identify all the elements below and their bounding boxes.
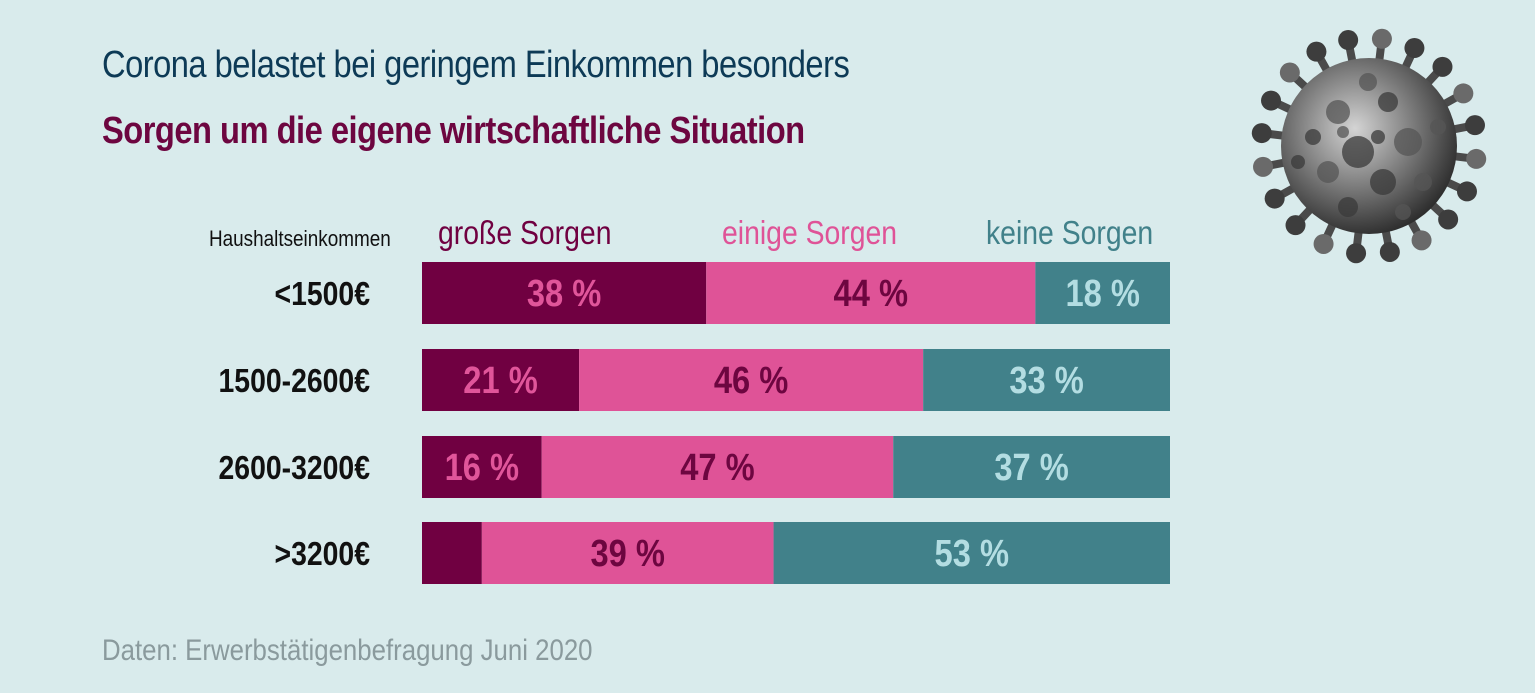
bar-segment [422,522,482,584]
category-label: >3200€ [275,535,370,573]
bar-segment [773,522,1170,584]
data-label: 18 % [1065,272,1139,315]
legend-item-3: keine Sorgen [986,214,1153,252]
data-label: 16 % [445,446,519,489]
bar-segment [422,262,707,324]
bar-segment [422,349,580,411]
chart-subtitle: Sorgen um die eigene wirtschaftliche Sit… [102,110,805,152]
data-label: 46 % [714,359,788,402]
data-label: 21 % [463,359,537,402]
bar-segment [541,436,894,498]
data-label: 44 % [834,272,908,315]
category-label: 1500-2600€ [219,362,370,400]
bar-segment [706,262,1036,324]
coronavirus-icon [1251,28,1487,264]
bar-segment [579,349,924,411]
data-source-note: Daten: Erwerbstätigenbefragung Juni 2020 [102,634,593,667]
chart-title: Corona belastet bei geringem Einkommen b… [102,44,850,86]
legend-item-1: große Sorgen [438,214,611,252]
data-label: 33 % [1009,359,1083,402]
data-label: 38 % [527,272,601,315]
bar-segment [1035,262,1170,324]
data-label: 53 % [935,532,1009,575]
category-label: <1500€ [275,275,370,313]
data-label: 47 % [680,446,754,489]
bar-segment [481,522,774,584]
legend-item-2: einige Sorgen [722,214,897,252]
category-axis-label: Haushaltseinkommen [209,227,391,252]
bar-segment [893,436,1170,498]
bar-segment [422,436,542,498]
category-label: 2600-3200€ [219,449,370,487]
data-label: 39 % [590,532,664,575]
data-label: 37 % [994,446,1068,489]
bar-segment [923,349,1170,411]
